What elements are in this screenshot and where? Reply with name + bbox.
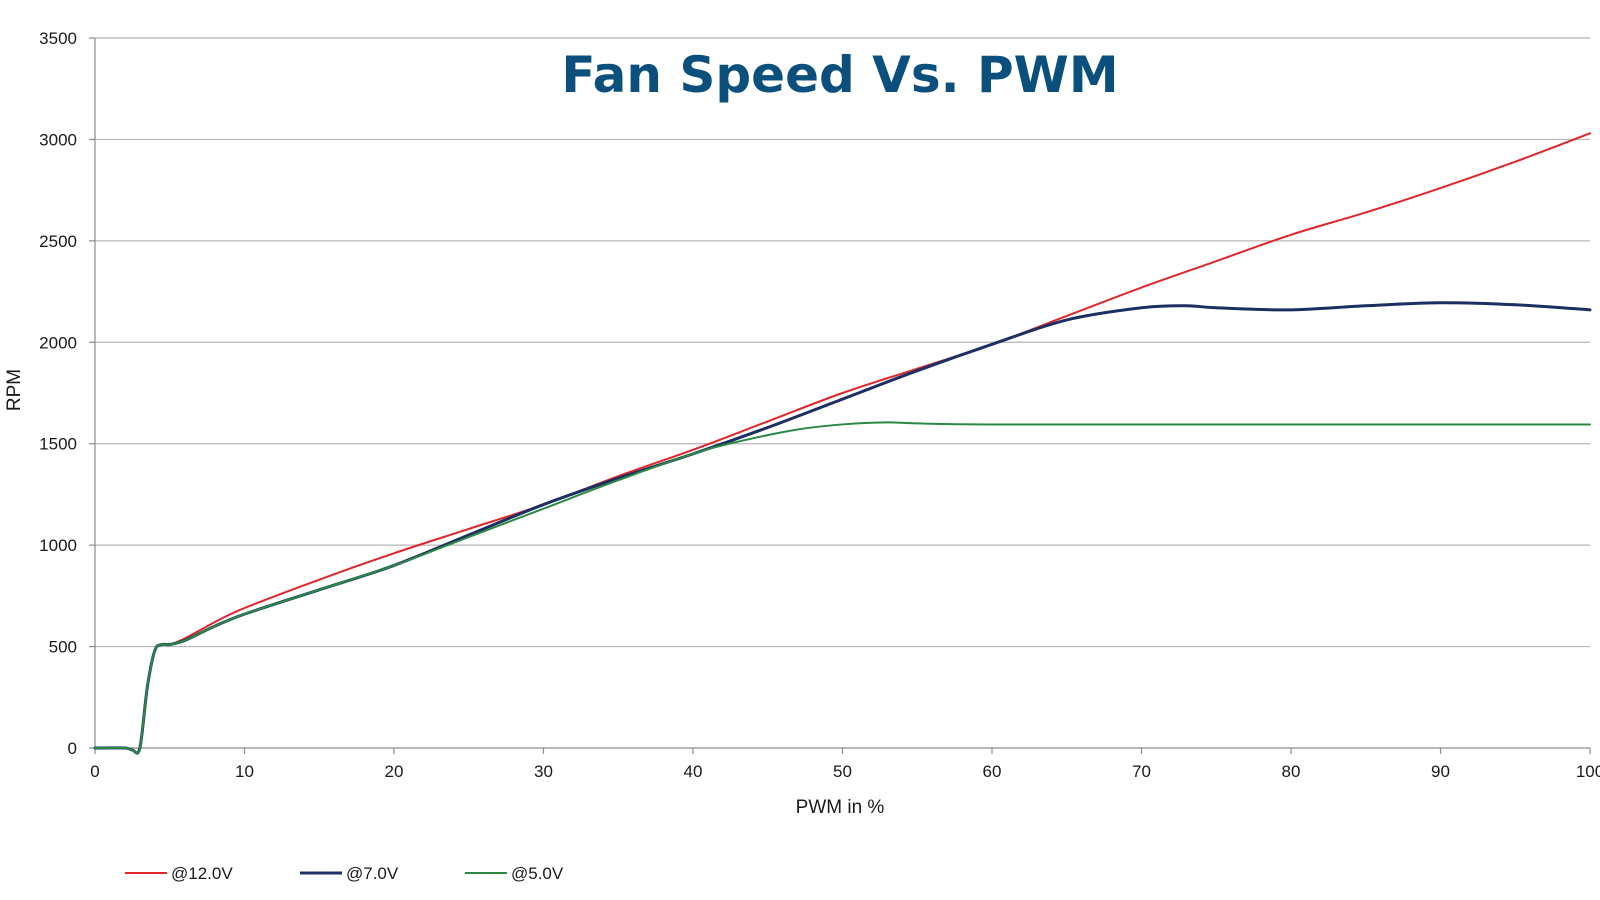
x-tick-label: 30	[534, 762, 553, 781]
y-tick-label: 1500	[39, 435, 77, 454]
x-tick-label: 80	[1282, 762, 1301, 781]
grid	[95, 37, 1590, 648]
y-tick-label: 500	[49, 638, 77, 657]
series-line-7-0v	[93, 301, 1592, 755]
legend-label: @5.0V	[511, 864, 564, 883]
y-tick-label: 3500	[39, 29, 77, 48]
x-tick-label: 50	[833, 762, 852, 781]
axes: 0 500 1000 1500 2000 2500 3000 3500 0 10 20 30 40 50 6…	[39, 29, 1600, 781]
x-tick-label: 100	[1576, 762, 1600, 781]
x-tick-label: 20	[385, 762, 404, 781]
x-axis-title: PWM in %	[796, 797, 885, 818]
legend: @12.0V @7.0V @5.0V	[125, 864, 564, 883]
y-tick-label: 2500	[39, 232, 77, 251]
legend-label: @7.0V	[346, 864, 399, 883]
y-tick-label: 0	[68, 739, 77, 758]
x-tick-label: 0	[90, 762, 99, 781]
legend-label: @12.0V	[171, 864, 233, 883]
y-axis-title: RPM	[4, 369, 25, 411]
y-tick-label: 3000	[39, 130, 77, 149]
y-tick-label: 2000	[39, 333, 77, 352]
x-tick-label: 90	[1431, 762, 1450, 781]
x-tick-label: 60	[983, 762, 1002, 781]
chart-title: Fan Speed Vs. PWM	[561, 46, 1118, 104]
series-line-5-0v	[94, 421, 1591, 755]
x-tick-label: 70	[1132, 762, 1151, 781]
series	[93, 132, 1592, 755]
y-tick-label: 1000	[39, 536, 77, 555]
x-tick-label: 40	[684, 762, 703, 781]
x-tick-label: 10	[235, 762, 254, 781]
